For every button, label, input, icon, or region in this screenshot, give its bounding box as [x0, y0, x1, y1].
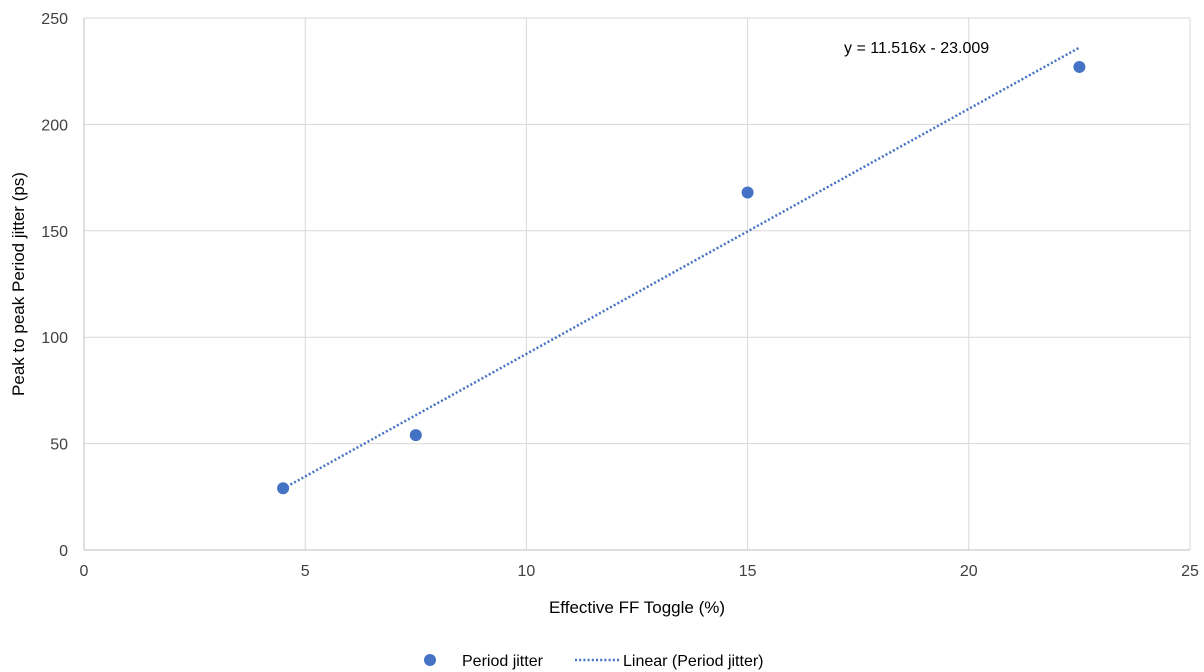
y-tick-label-200: 200 — [41, 117, 68, 134]
x-tick-label-20: 20 — [960, 563, 978, 580]
axes — [83, 18, 1190, 551]
x-tick-label-25: 25 — [1181, 563, 1199, 580]
legend-marker-period-jitter — [424, 654, 436, 666]
legend-label-period-jitter: Period jitter — [462, 653, 544, 670]
y-tick-label-0: 0 — [59, 543, 68, 560]
y-tick-labels: 0 50 100 150 200 250 — [41, 11, 68, 560]
y-axis-title: Peak to peak Period jitter (ps) — [9, 172, 28, 396]
data-point-2 — [741, 186, 754, 199]
y-tick-label-100: 100 — [41, 330, 68, 347]
y-tick-label-150: 150 — [41, 224, 68, 241]
x-tick-label-5: 5 — [301, 563, 310, 580]
grid — [84, 17, 1191, 550]
x-tick-label-15: 15 — [739, 563, 757, 580]
y-tick-label-250: 250 — [41, 11, 68, 28]
trendline-group — [282, 46, 1081, 490]
data-point-3 — [1073, 60, 1086, 73]
trendline-equation: y = 11.516x - 23.009 — [844, 40, 989, 57]
data-point-0 — [277, 482, 290, 495]
legend: Period jitter Linear (Period jitter) — [424, 653, 764, 670]
x-axis-title: Effective FF Toggle (%) — [549, 598, 725, 617]
y-tick-label-50: 50 — [50, 437, 68, 454]
legend-label-linear-trend: Linear (Period jitter) — [623, 653, 764, 670]
trendline — [282, 46, 1081, 490]
data-points — [277, 60, 1086, 495]
data-point-1 — [409, 429, 422, 442]
x-tick-labels: 0 5 10 15 20 25 — [80, 563, 1199, 580]
x-tick-label-10: 10 — [518, 563, 536, 580]
x-tick-label-0: 0 — [80, 563, 89, 580]
